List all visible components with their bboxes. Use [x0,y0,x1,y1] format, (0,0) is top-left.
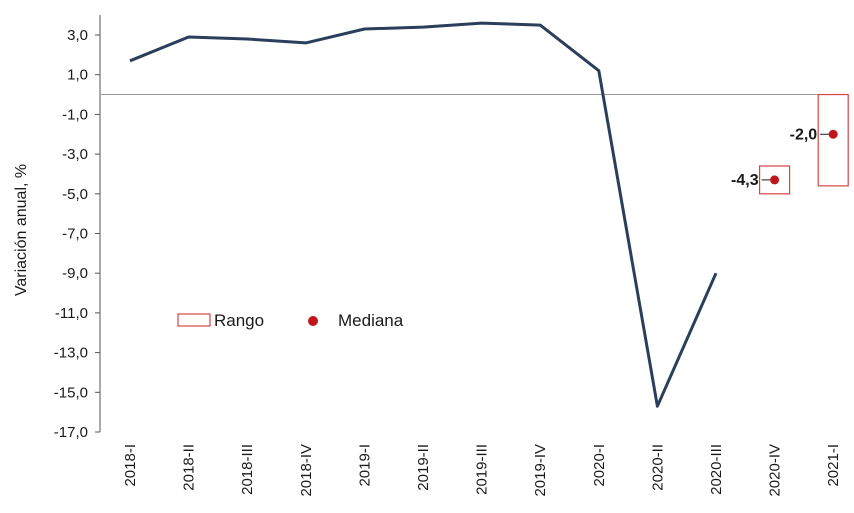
median-marker [770,175,780,185]
x-tick-label: 2019-II [415,444,432,491]
range-box [758,165,791,195]
range-box [817,93,849,187]
y-tick-label: 3,0 [67,27,88,44]
x-tick-label: 2018-III [239,444,256,495]
x-tick-label: 2019-III [474,444,491,495]
y-tick-label: 1,0 [67,67,88,84]
x-tick-label: 2020-IV [767,444,784,497]
x-tick-label: 2019-IV [532,444,549,497]
series-group [129,21,718,408]
median-data-label: -2,0 [790,126,818,143]
y-tick-label: -9,0 [62,265,88,282]
y-tick-label: -11,0 [55,305,88,322]
x-tick-label: 2018-II [181,444,198,491]
median-marker [828,129,838,139]
y-tick-label: -15,0 [54,384,88,401]
y-axis-title: Variación anual, % [13,164,30,296]
y-tick-label: -1,0 [62,106,88,123]
legend-range-swatch [177,313,211,327]
x-tick-label: 2020-III [708,444,725,495]
y-tick-label: -3,0 [62,146,88,163]
legend-median-label: Mediana [338,311,404,330]
legend-range-label: Rango [214,311,264,330]
x-tick-label: 2020-II [649,444,666,491]
y-tick-label: -17,0 [54,424,88,441]
x-tick-label: 2018-IV [298,444,315,497]
y-tick-label: -13,0 [54,345,88,362]
legend-median-marker [308,316,318,326]
legend: Rango Mediana [177,311,404,330]
y-tick-label: -7,0 [62,226,88,243]
x-tick-label: 2021-I [825,444,842,487]
y-axis-ticks: 3,0 1,0 -1,0 -3,0 -5,0 -7,0 -9,0 -11,0 -13,0 -15,… [54,27,100,441]
forecast-group: -4,3 -2,0 [731,93,849,195]
series-line [129,21,718,408]
x-axis-ticks: 2018-I 2018-II 2018-III 2018-IV 2019-I 2019-I… [122,444,842,497]
x-tick-label: 2020-I [591,444,608,487]
y-tick-label: -5,0 [62,186,88,203]
x-tick-label: 2019-I [356,444,373,487]
median-data-label: -4,3 [731,172,759,189]
x-tick-label: 2018-I [122,444,139,487]
